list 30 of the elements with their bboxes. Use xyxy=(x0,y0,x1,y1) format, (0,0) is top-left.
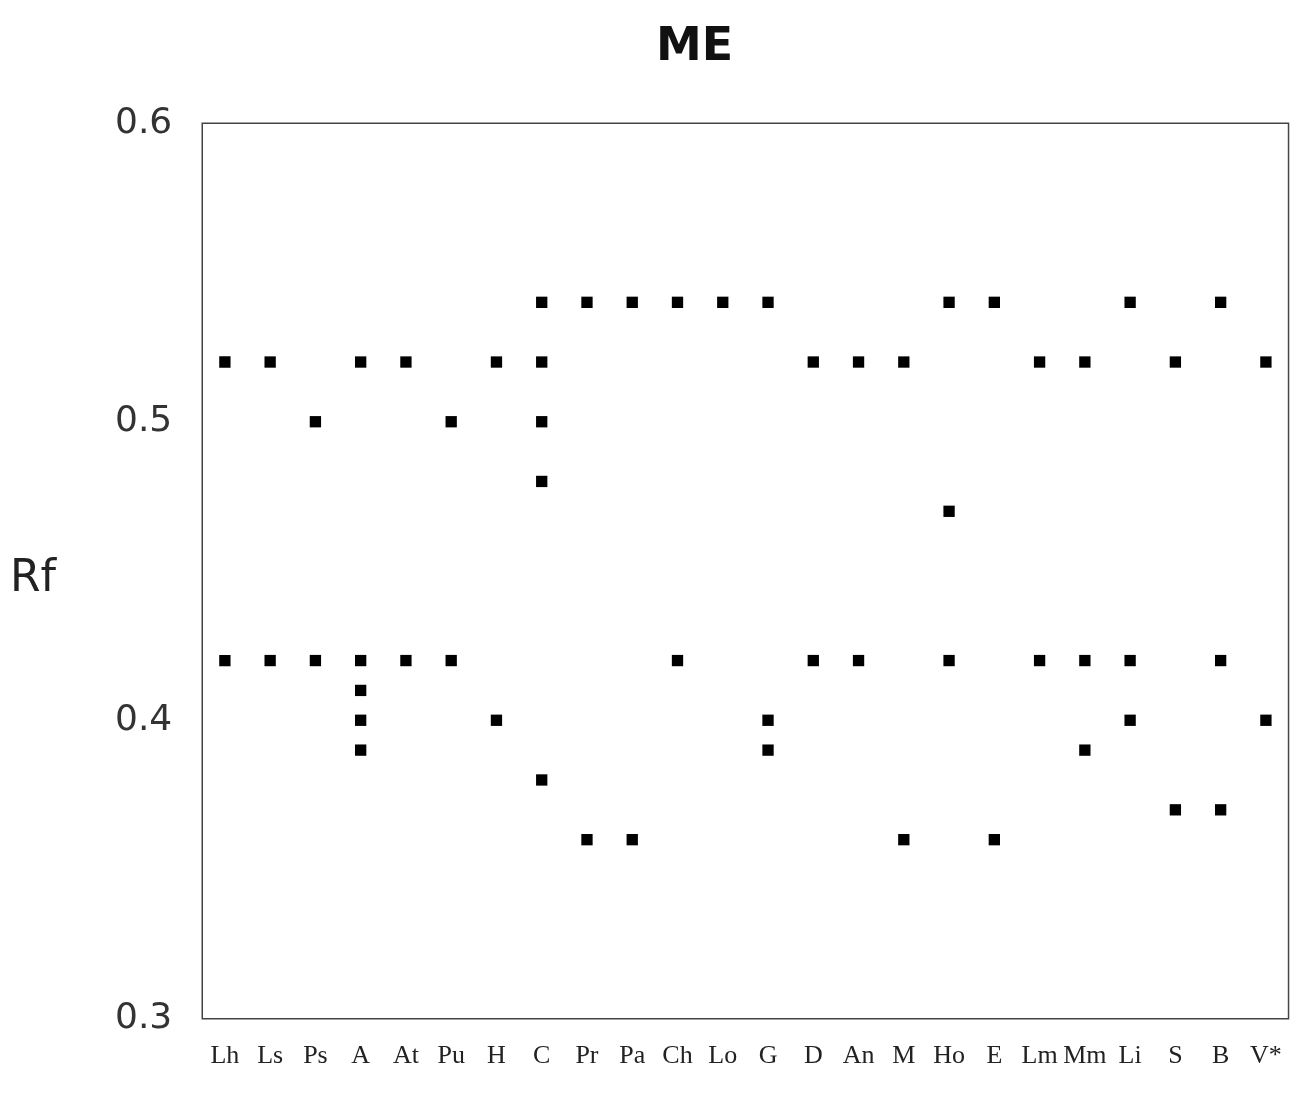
x-tick-label: Li xyxy=(1118,1040,1142,1070)
x-tick-label: Pu xyxy=(437,1040,465,1070)
x-tick-label: At xyxy=(392,1040,420,1070)
x-tick-label: Ps xyxy=(303,1040,328,1070)
x-tick-label: Ho xyxy=(933,1040,965,1070)
x-tick-label: C xyxy=(533,1040,551,1070)
y-tick-label: 0.5 xyxy=(114,398,173,440)
x-tick-label: M xyxy=(892,1040,916,1070)
x-tick-label: Ls xyxy=(257,1040,284,1070)
x-tick-label: Ch xyxy=(662,1040,693,1070)
y-tick-label: 0.3 xyxy=(114,995,173,1037)
y-tick-label: 0.6 xyxy=(114,99,173,141)
x-tick-label: H xyxy=(487,1040,507,1070)
x-tick-label: B xyxy=(1211,1040,1230,1070)
chart-title: ME xyxy=(655,16,734,71)
x-tick-label: Lh xyxy=(210,1040,240,1070)
x-tick-label: An xyxy=(842,1040,875,1070)
x-tick-label: Pr xyxy=(575,1040,599,1070)
x-tick-label: Lo xyxy=(708,1040,738,1070)
x-tick-label: S xyxy=(1168,1040,1183,1070)
x-tick-label: V* xyxy=(1250,1040,1282,1070)
x-tick-label: Pa xyxy=(619,1040,646,1070)
y-tick-label: 0.4 xyxy=(114,696,173,738)
x-tick-label: D xyxy=(803,1040,823,1070)
x-tick-label: Mm xyxy=(1063,1040,1107,1070)
y-axis-title: Rf xyxy=(10,550,57,601)
x-tick-label: E xyxy=(986,1040,1003,1070)
x-tick-label: G xyxy=(758,1040,778,1070)
x-tick-label: Lm xyxy=(1021,1040,1058,1070)
x-tick-label: A xyxy=(351,1040,371,1070)
